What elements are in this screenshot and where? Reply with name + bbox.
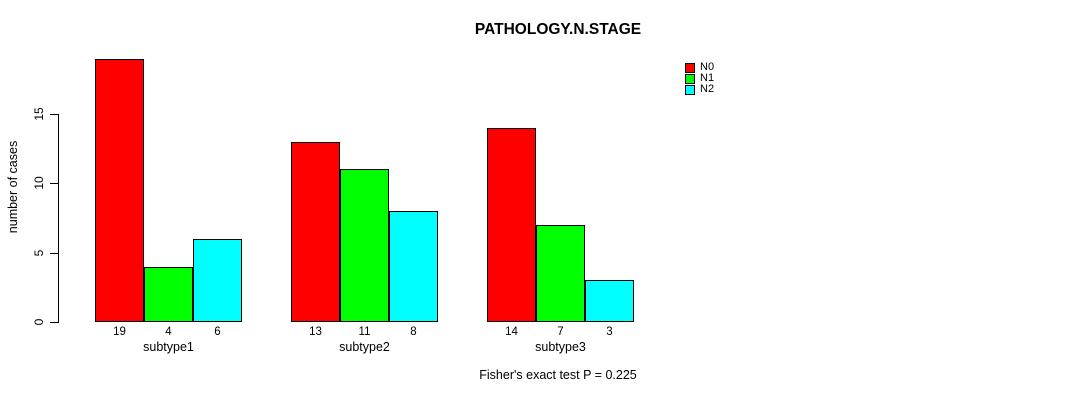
bar-value-label: 4 [165, 326, 172, 338]
legend-label: N0 [700, 61, 715, 73]
x-axis-label-subtype2: subtype2 [339, 340, 390, 354]
x-axis-label-subtype1: subtype1 [143, 340, 194, 354]
bar-value-label: 11 [358, 326, 371, 338]
legend-item: N1 [685, 73, 714, 84]
legend-label: N2 [700, 83, 715, 95]
bar-value-label: 7 [557, 326, 564, 338]
y-axis-label: number of cases [6, 140, 20, 234]
legend: N0 N1 N2 [685, 62, 714, 95]
legend-swatch-N0 [685, 62, 695, 73]
bar-value-label: 14 [505, 326, 518, 338]
bar-subtype3-N2 [585, 280, 634, 322]
y-axis-tick-mark [50, 114, 59, 115]
annotation-fisher-test: Fisher's exact test P = 0.225 [479, 368, 637, 382]
bar-subtype2-N0 [291, 141, 340, 322]
bar-value-label: 19 [113, 326, 126, 338]
legend-swatch-N1 [685, 73, 695, 84]
y-axis-tick-label: 0 [32, 318, 46, 326]
bar-subtype1-N0 [95, 58, 144, 322]
x-axis-label-subtype3: subtype3 [535, 340, 586, 354]
bar-subtype1-N1 [144, 266, 193, 322]
bar-subtype3-N0 [487, 127, 536, 322]
bar-subtype2-N2 [389, 211, 438, 322]
bar-value-label: 8 [410, 326, 417, 338]
bar-subtype2-N1 [340, 169, 389, 322]
y-axis-tick-label: 15 [32, 107, 46, 121]
y-axis-tick-label: 10 [32, 176, 46, 191]
y-axis-tick-label: 5 [32, 249, 46, 256]
legend-item: N2 [685, 84, 714, 95]
y-axis-tick-mark [50, 322, 59, 323]
bar-value-label: 3 [606, 326, 613, 338]
bar-value-label: 6 [214, 326, 221, 338]
legend-swatch-N2 [685, 84, 695, 95]
chart-title: PATHOLOGY.N.STAGE [474, 21, 642, 38]
bar-subtype3-N1 [536, 224, 585, 322]
bar-subtype1-N2 [193, 238, 242, 322]
y-axis-line [58, 114, 59, 323]
legend-item: N0 [685, 62, 714, 73]
y-axis-tick-mark [50, 252, 59, 254]
bar-value-label: 13 [309, 326, 322, 338]
y-axis-tick-mark [50, 183, 59, 185]
legend-label: N1 [700, 72, 715, 84]
